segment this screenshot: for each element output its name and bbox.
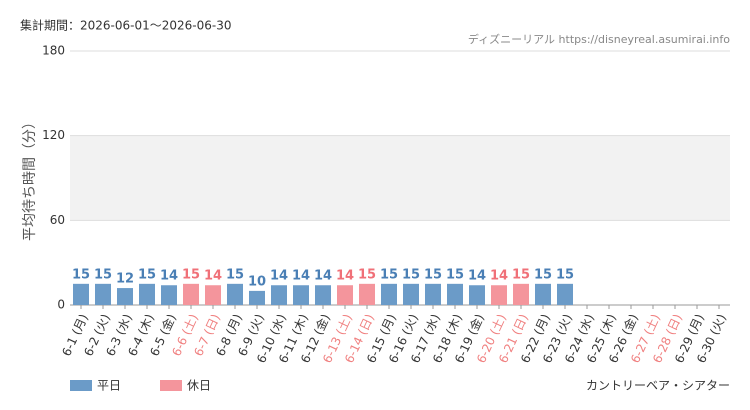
data-label: 14 bbox=[204, 269, 222, 284]
legend-swatch bbox=[70, 380, 92, 391]
bar bbox=[117, 288, 133, 305]
data-label: 10 bbox=[248, 274, 266, 289]
bar bbox=[139, 283, 155, 305]
period: 集計期間：2026-06-01～2026-06-30 bbox=[20, 18, 231, 33]
data-label: 14 bbox=[292, 269, 310, 284]
bar bbox=[557, 283, 573, 305]
bar bbox=[95, 283, 111, 305]
data-label: 14 bbox=[160, 269, 178, 284]
bar bbox=[183, 283, 199, 305]
data-label: 15 bbox=[512, 267, 530, 282]
source: ディズニーリアル https://disneyreal.asumirai.inf… bbox=[468, 32, 730, 46]
footer: カントリーベア・シアター bbox=[586, 379, 730, 393]
bar bbox=[337, 285, 353, 305]
bar bbox=[447, 283, 463, 305]
bar bbox=[293, 285, 309, 305]
bar bbox=[425, 283, 441, 305]
data-label: 15 bbox=[402, 267, 420, 282]
data-label: 14 bbox=[490, 269, 508, 284]
bar bbox=[403, 283, 419, 305]
data-label: 15 bbox=[138, 267, 156, 282]
legend-label: 平日 bbox=[97, 379, 121, 393]
data-label: 15 bbox=[556, 267, 574, 282]
data-label: 14 bbox=[336, 269, 354, 284]
y-tick-label: 0 bbox=[57, 298, 65, 312]
data-label: 15 bbox=[424, 267, 442, 282]
legend-swatch bbox=[160, 380, 182, 391]
data-label: 15 bbox=[226, 267, 244, 282]
bar bbox=[73, 283, 89, 305]
bar bbox=[249, 290, 265, 305]
data-label: 15 bbox=[358, 267, 376, 282]
bar bbox=[227, 283, 243, 305]
bar bbox=[513, 283, 529, 305]
bar bbox=[491, 285, 507, 305]
bar bbox=[271, 285, 287, 305]
bar bbox=[161, 285, 177, 305]
bar bbox=[535, 283, 551, 305]
bar bbox=[205, 285, 221, 305]
data-label: 14 bbox=[468, 269, 486, 284]
data-label: 15 bbox=[380, 267, 398, 282]
bar bbox=[359, 283, 375, 305]
grid-band bbox=[70, 135, 730, 221]
data-label: 15 bbox=[182, 267, 200, 282]
y-axis-label: 平均待ち時間（分） bbox=[22, 115, 38, 241]
bar bbox=[381, 283, 397, 305]
bar bbox=[469, 285, 485, 305]
data-label: 15 bbox=[72, 267, 90, 282]
legend-label: 休日 bbox=[187, 379, 211, 393]
data-label: 15 bbox=[446, 267, 464, 282]
data-label: 15 bbox=[534, 267, 552, 282]
y-tick-label: 120 bbox=[42, 128, 65, 142]
data-label: 14 bbox=[270, 269, 288, 284]
data-label: 15 bbox=[94, 267, 112, 282]
bar bbox=[315, 285, 331, 305]
data-label: 12 bbox=[116, 272, 134, 287]
data-label: 14 bbox=[314, 269, 332, 284]
y-tick-label: 180 bbox=[42, 44, 65, 58]
y-tick-label: 60 bbox=[50, 213, 65, 227]
